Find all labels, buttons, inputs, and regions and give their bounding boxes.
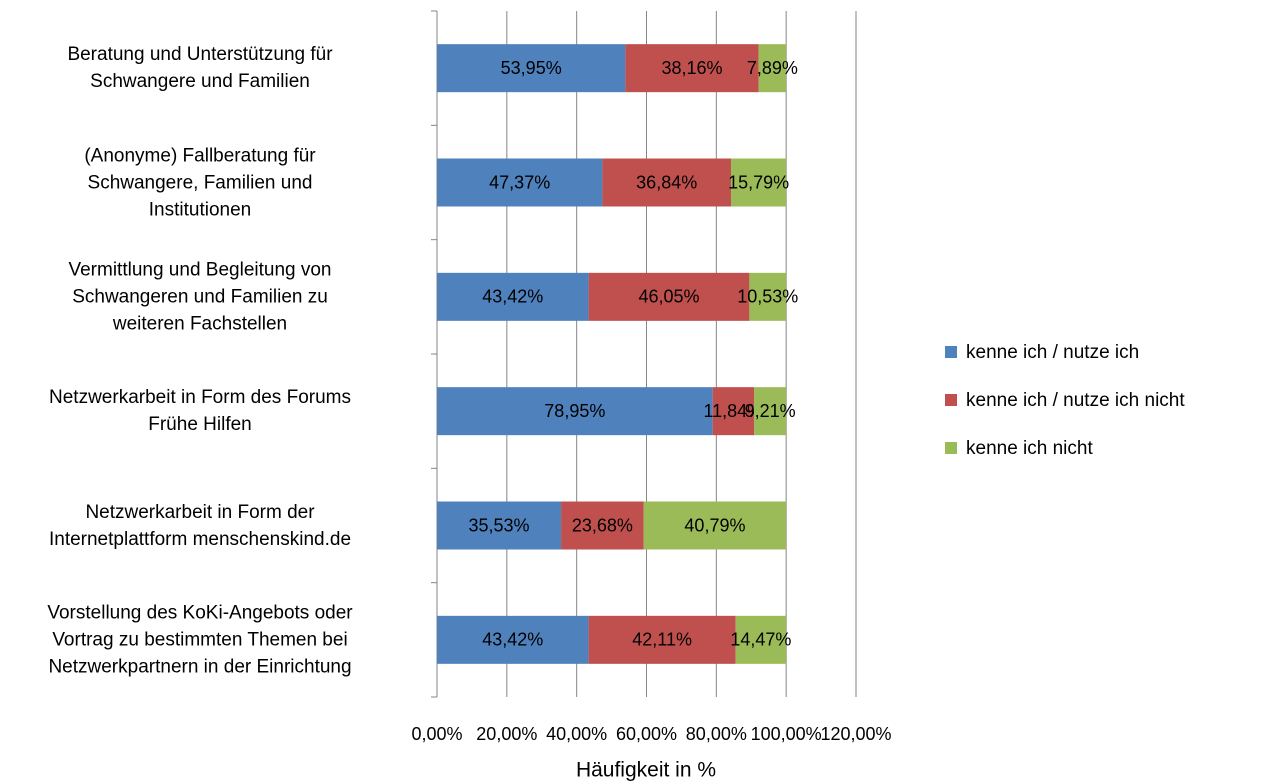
bar-segment [758, 44, 787, 93]
y-tick-label: (Anonyme) Fallberatung für Schwangere, F… [84, 145, 316, 220]
data-label: 35,53% [468, 515, 529, 535]
data-label: 15,79% [728, 172, 789, 192]
bar-segment [437, 272, 589, 321]
bar-segment [561, 501, 644, 550]
x-tick-label: 40,00% [546, 724, 607, 744]
x-tick-label: 20,00% [476, 724, 537, 744]
data-label: 47,37% [489, 172, 550, 192]
data-label: 40,79% [684, 515, 745, 535]
bar-segment [754, 387, 787, 436]
x-tick-label: 60,00% [616, 724, 677, 744]
legend-swatch [945, 394, 957, 406]
bar-segment [712, 387, 755, 436]
data-label: 10,53% [737, 287, 798, 307]
bar-segment [437, 615, 589, 664]
data-label: 78,95% [544, 401, 605, 421]
data-label: 9,21% [745, 401, 796, 421]
bar-segment [588, 615, 736, 664]
data-label: 36,84% [636, 172, 697, 192]
y-tick-label: Vorstellung des KoKi-Angebots oder Vortr… [47, 602, 353, 678]
bar-segment [437, 387, 713, 436]
data-label: 38,16% [661, 58, 722, 78]
legend-label: kenne ich / nutze ich [966, 342, 1139, 363]
data-label: 43,42% [482, 630, 543, 650]
data-label: 53,95% [501, 58, 562, 78]
data-label: 43,42% [482, 287, 543, 307]
x-tick-label: 80,00% [686, 724, 747, 744]
data-label: 11,84% [703, 401, 763, 421]
data-label: 23,68% [572, 515, 633, 535]
y-tick-label: Vermittlung und Begleitung von Schwanger… [68, 259, 332, 335]
legend-swatch [945, 346, 957, 358]
bar-segment [437, 44, 626, 93]
data-label: 46,05% [638, 287, 699, 307]
x-tick-label: 100,00% [751, 724, 822, 744]
legend-label: kenne ich / nutze ich nicht [966, 390, 1185, 411]
bar-segment [749, 272, 787, 321]
data-label: 7,89% [747, 58, 798, 78]
data-label: 14,47% [730, 630, 791, 650]
y-tick-label: Netzwerkarbeit in Form des Forums Frühe … [49, 387, 351, 436]
x-axis-title: Häufigkeit in % [576, 759, 716, 782]
bar-segment [588, 272, 750, 321]
bar-segment [735, 615, 787, 664]
bar-segment [437, 501, 562, 550]
y-tick-label: Netzwerkarbeit in Form der Internetplatt… [48, 501, 352, 550]
legend-label: kenne ich nicht [966, 438, 1093, 459]
bar-segment [731, 158, 787, 207]
x-tick-label: 120,00% [820, 724, 891, 744]
bar-segment [643, 501, 787, 550]
bar-segment [625, 44, 759, 93]
x-tick-label: 0,00% [411, 724, 462, 744]
bar-segment [602, 158, 732, 207]
bar-segment [437, 158, 603, 207]
y-tick-label: Beratung und Unterstützung für Schwanger… [67, 44, 333, 93]
data-label: 42,11% [632, 630, 692, 650]
legend-swatch [945, 442, 957, 454]
